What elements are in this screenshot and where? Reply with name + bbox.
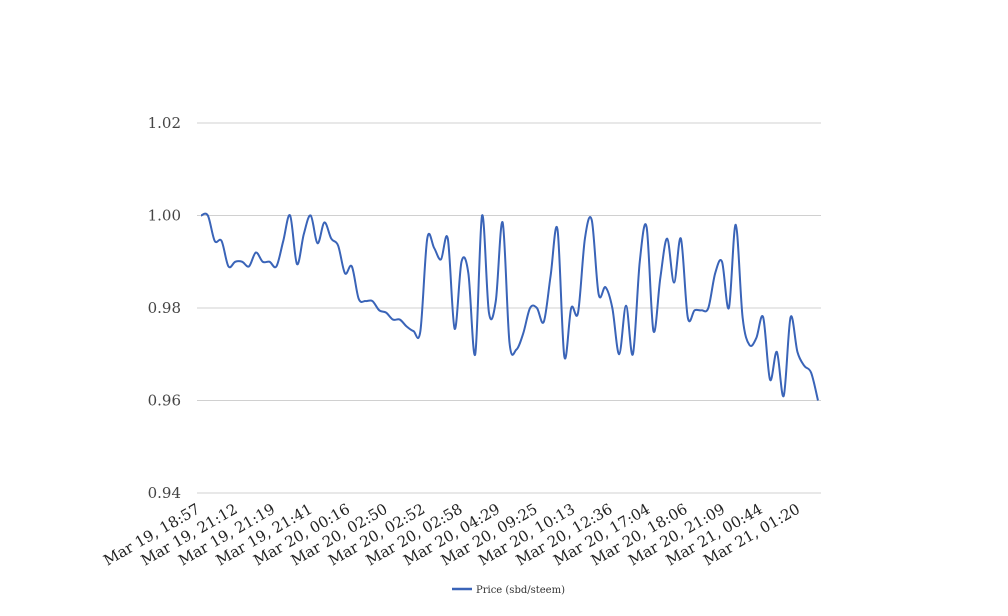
legend-label: Price (sbd/steem) [476,585,565,596]
y-tick-label: 1.02 [148,114,181,132]
y-tick-label: 0.96 [148,392,181,410]
gridlines [197,122,821,494]
legend: Price (sbd/steem) [452,585,565,596]
y-axis-ticks: 0.94 0.96 0.98 1.00 1.02 [148,114,181,502]
y-tick-label: 1.00 [148,207,181,225]
y-tick-label: 0.94 [148,484,181,502]
series-group [200,212,819,401]
y-tick-label: 0.98 [148,299,181,317]
series-line [200,212,819,401]
